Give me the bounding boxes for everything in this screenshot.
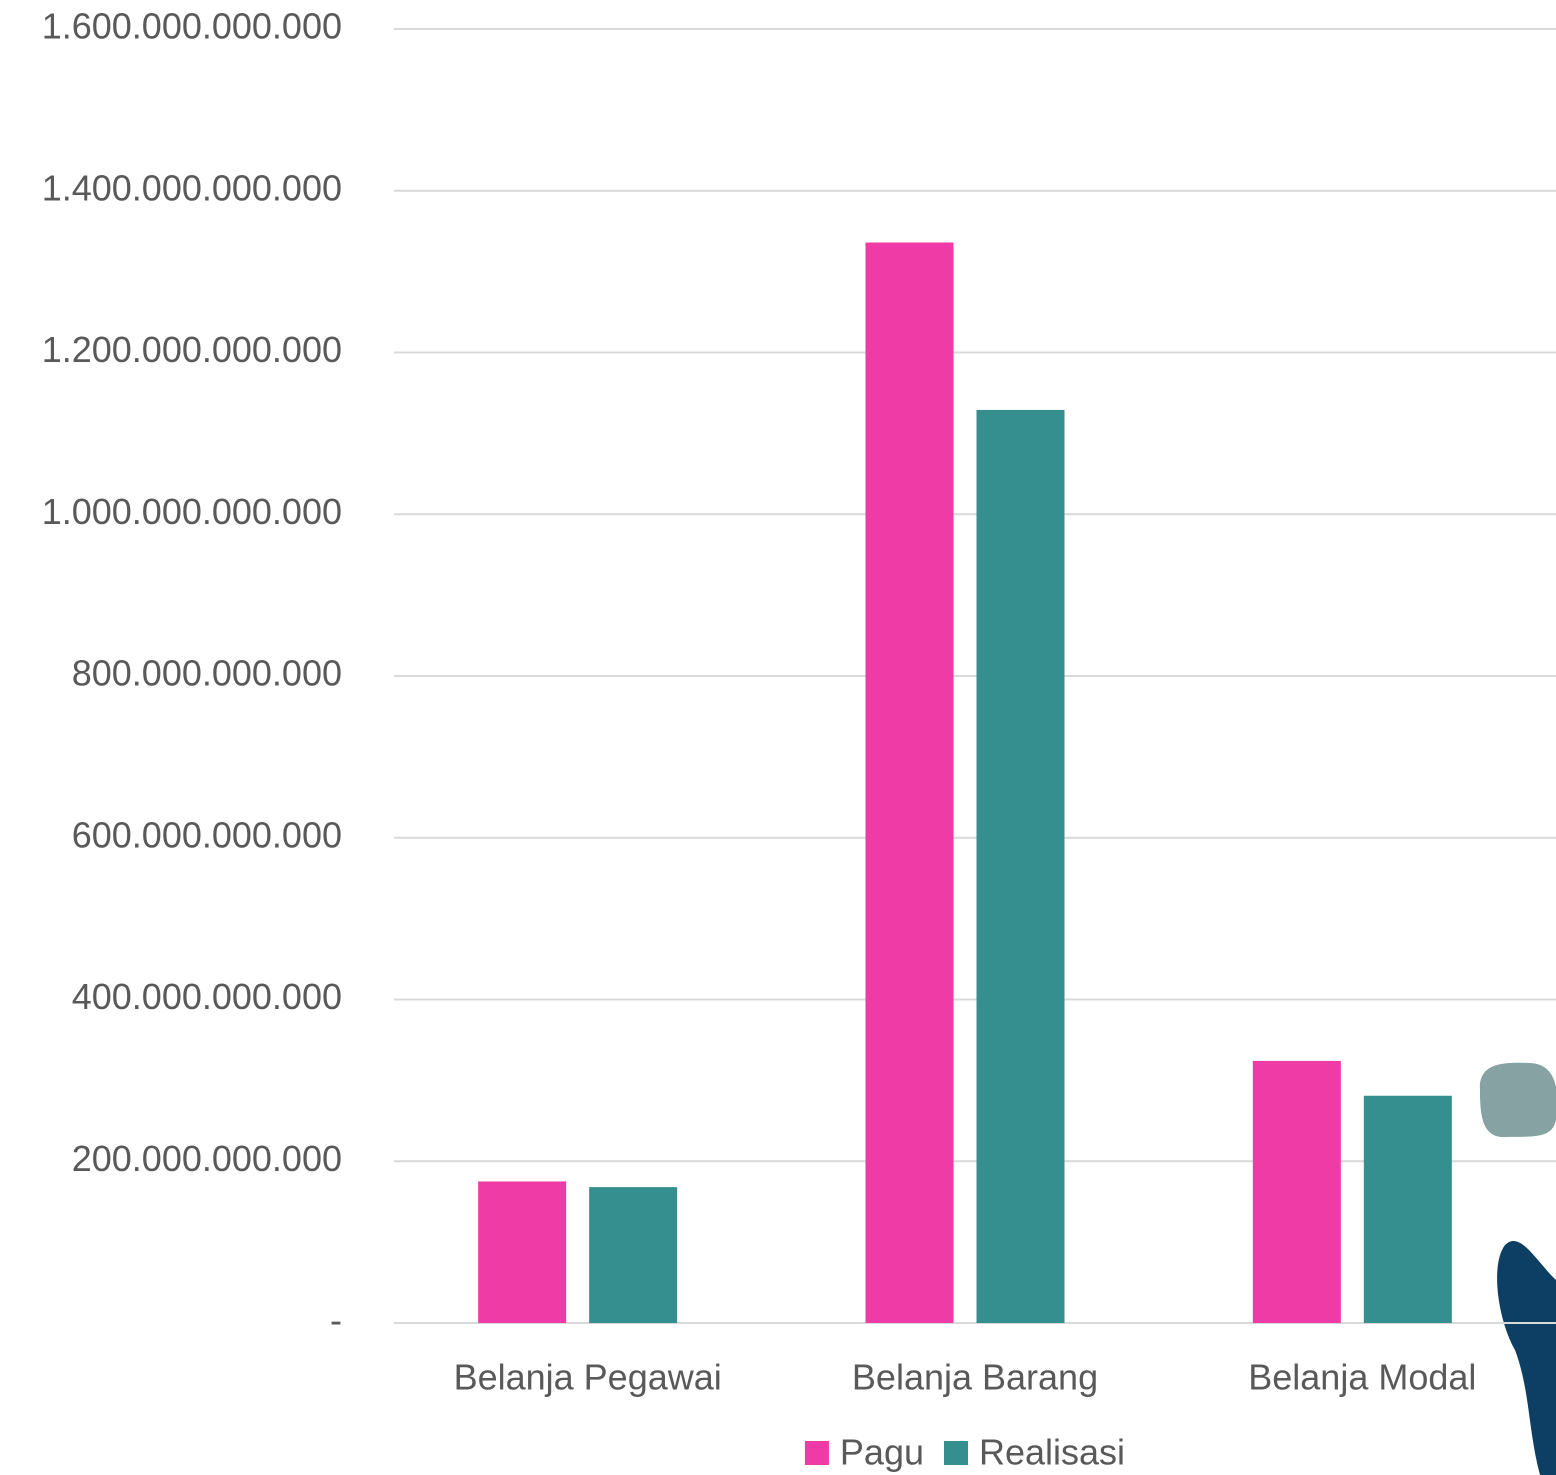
bar: [589, 1187, 678, 1323]
bar: [865, 242, 954, 1323]
y-tick-label: 1.600.000.000.000: [42, 6, 342, 47]
y-tick-label: 800.000.000.000: [72, 653, 342, 694]
legend-swatch: [804, 1441, 829, 1465]
bar: [1252, 1060, 1341, 1323]
y-tick-label: 1.400.000.000.000: [42, 167, 342, 208]
decoration-shape: [1497, 1240, 1556, 1475]
y-tick-label: 400.000.000.000: [72, 976, 342, 1017]
legend-label: Realisasi: [979, 1432, 1125, 1473]
y-tick-label: 200.000.000.000: [72, 1138, 342, 1179]
y-tick-label: 1.000.000.000.000: [42, 491, 342, 532]
y-tick-label: 600.000.000.000: [72, 814, 342, 855]
y-tick-label: -: [330, 1300, 342, 1341]
x-tick-label: Belanja Pegawai: [454, 1357, 722, 1398]
bar: [1363, 1095, 1452, 1323]
bar: [976, 409, 1065, 1323]
y-tick-label: 1.200.000.000.000: [42, 329, 342, 370]
x-tick-label: Belanja Barang: [852, 1357, 1098, 1398]
legend-label: Pagu: [840, 1432, 924, 1473]
bar: [478, 1181, 567, 1323]
legend-swatch: [944, 1441, 969, 1465]
x-tick-label: Belanja Modal: [1248, 1357, 1476, 1398]
decoration-blob: [1479, 1062, 1556, 1138]
